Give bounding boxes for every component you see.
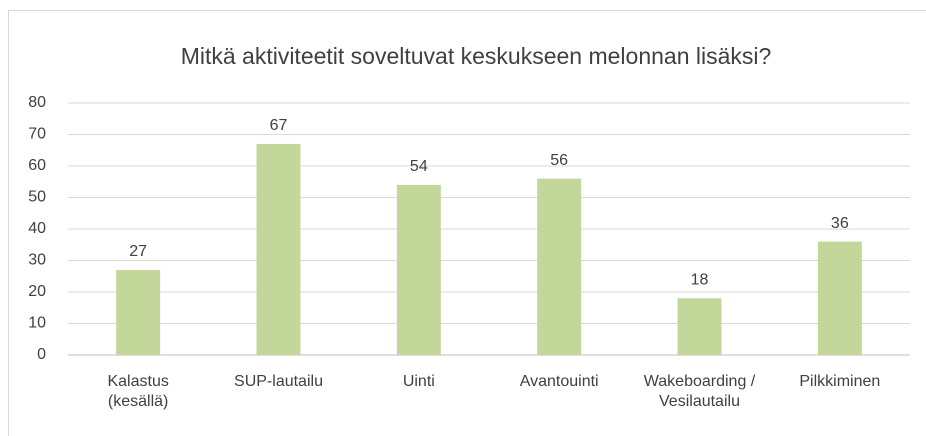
bar <box>817 241 862 355</box>
bar <box>396 184 441 355</box>
x-tick-label: Avantouinti <box>519 373 599 390</box>
bar <box>677 298 722 355</box>
x-tick-label: Uinti <box>402 373 435 390</box>
x-tick-label: Kalastus (kesällä) <box>107 373 169 410</box>
chart-frame <box>8 10 926 436</box>
chart-title: Mitkä aktiviteetit soveltuvat keskukseen… <box>181 43 772 69</box>
y-tick-label: 70 <box>28 126 46 143</box>
data-label: 18 <box>691 272 709 289</box>
bar <box>256 143 301 355</box>
data-label: 67 <box>270 117 288 134</box>
data-label: 27 <box>129 243 147 260</box>
data-label: 36 <box>831 215 849 232</box>
bar <box>537 178 582 355</box>
y-tick-label: 20 <box>28 283 46 300</box>
data-label: 56 <box>550 152 568 169</box>
y-tick-label: 60 <box>28 157 46 174</box>
y-tick-label: 80 <box>28 94 46 111</box>
x-tick-label: Wakeboarding / Vesilautailu <box>643 373 756 410</box>
bar <box>116 269 161 355</box>
y-tick-label: 50 <box>28 189 46 206</box>
data-label: 54 <box>410 158 428 175</box>
x-tick-label: SUP-lautailu <box>234 373 323 390</box>
y-tick-label: 30 <box>28 252 46 269</box>
y-tick-label: 0 <box>37 346 46 363</box>
y-tick-label: 40 <box>28 220 46 237</box>
y-tick-label: 10 <box>28 315 46 332</box>
x-tick-label: Pilkkiminen <box>799 373 881 390</box>
